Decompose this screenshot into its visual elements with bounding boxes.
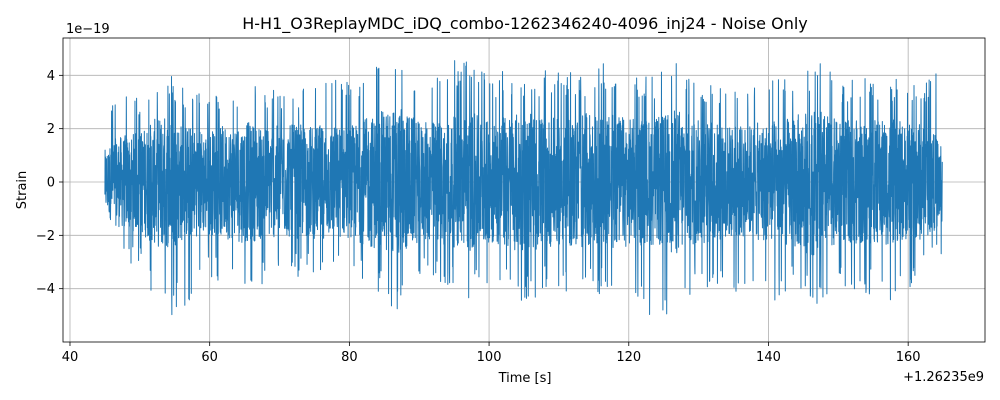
x-tick-label: 80 — [341, 350, 358, 365]
x-tick-label: 140 — [756, 350, 781, 365]
x-axis-label: Time [s] — [498, 371, 552, 386]
y-tick-label: −2 — [36, 229, 55, 244]
y-axis-ticks: −4 −2 0 2 4 — [36, 69, 63, 297]
y-tick-label: 2 — [47, 122, 55, 137]
y-tick-label: −4 — [36, 282, 55, 297]
x-tick-label: 60 — [201, 350, 218, 365]
x-tick-label: 120 — [616, 350, 641, 365]
series-layer — [104, 60, 943, 316]
x-axis-offset-text: +1.26235e9 — [903, 370, 984, 385]
plot-frame — [62, 37, 986, 343]
x-axis-ticks: 40 60 80 100 120 140 160 — [62, 342, 921, 365]
chart-title: H-H1_O3ReplayMDC_iDQ_combo-1262346240-40… — [242, 14, 808, 34]
x-tick-label: 160 — [896, 350, 921, 365]
x-tick-label: 100 — [477, 350, 502, 365]
x-tick-label: 40 — [62, 350, 79, 365]
y-tick-label: 0 — [47, 176, 55, 191]
series-line-0 — [104, 60, 943, 316]
y-axis-label: Strain — [15, 171, 30, 210]
y-axis-scale-text: 1e−19 — [66, 22, 110, 37]
y-tick-label: 4 — [47, 69, 55, 84]
